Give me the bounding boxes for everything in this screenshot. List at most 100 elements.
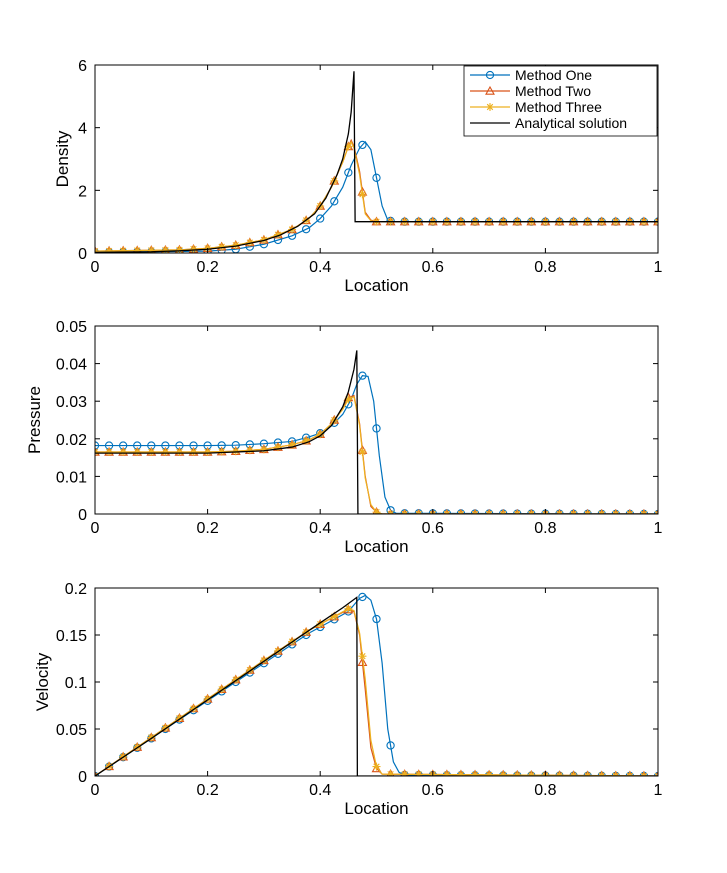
method-three-marker: [288, 440, 297, 449]
method-three-marker: [147, 246, 156, 253]
velocity-panel: 0 0.2 0.4 0.6 0.8 1 0 0.05 0.1 0.15 0.2 Location V…: [33, 581, 663, 818]
method-three-marker: [245, 666, 254, 675]
method-three-marker: [203, 447, 212, 456]
legend-box: [463, 65, 658, 137]
method-three-marker: [316, 620, 325, 629]
x-tick-label: 0.8: [534, 259, 556, 276]
pressure-y-axis-label: Pressure: [25, 386, 44, 454]
method-three-marker: [273, 443, 282, 452]
method-three-marker: [273, 230, 282, 239]
method-three-marker: [161, 246, 170, 253]
method-three-marker: [358, 652, 367, 661]
method-three-marker: [400, 770, 409, 776]
method-three-marker: [133, 447, 142, 456]
method-three-marker: [344, 604, 353, 613]
density-x-axis-label: Location: [344, 276, 408, 295]
method-three-marker: [486, 103, 494, 111]
method-one-marker: [330, 197, 339, 206]
method-one-marker: [358, 140, 367, 150]
x-tick-label: 0: [91, 259, 100, 276]
x-tick-label: 0.6: [422, 259, 444, 276]
method-three-marker: [302, 436, 311, 445]
method-three-marker: [189, 704, 198, 713]
y-tick-label: 0.01: [56, 469, 87, 486]
y-tick-label: 0: [78, 507, 87, 524]
y-tick-label: 0.05: [56, 722, 87, 739]
method-one-marker: [372, 614, 381, 624]
method-one-marker: [301, 225, 311, 234]
legend-entry-method-one: Method One: [470, 67, 592, 83]
method-three-marker: [527, 771, 536, 776]
analytical-solution-line: [95, 350, 658, 514]
method-three-marker: [189, 245, 198, 253]
method-three-marker: [442, 770, 451, 776]
velocity-y-axis-label: Velocity: [33, 652, 52, 711]
analytical-solution-series: [95, 350, 658, 514]
method-three-marker: [217, 447, 226, 456]
x-tick-label: 1: [654, 520, 663, 537]
method-three-marker: [119, 246, 128, 253]
method-three-line: [95, 395, 658, 514]
pressure-axes-box: [94, 325, 659, 515]
method-three-marker: [372, 508, 381, 514]
density-axes-box: [94, 64, 659, 254]
density-axis-ticks: 0 0.2 0.4 0.6 0.8 1 0 2 4 6: [78, 58, 662, 276]
method-two-marker: [357, 657, 368, 667]
method-three-marker: [358, 447, 367, 456]
method-three-marker: [555, 771, 564, 776]
method-three-marker: [231, 447, 240, 456]
method-three-marker: [161, 447, 170, 456]
y-tick-label: 0.02: [56, 432, 87, 449]
x-tick-label: 0.4: [309, 259, 331, 276]
y-tick-label: 4: [78, 121, 87, 138]
analytical-solution-series: [95, 596, 658, 776]
x-tick-label: 0.2: [196, 259, 218, 276]
legend-entry-method-three: Method Three: [470, 99, 602, 115]
method-three-marker: [344, 395, 353, 404]
method-three-marker: [175, 447, 184, 456]
method-three-marker: [330, 612, 339, 621]
x-tick-label: 0: [91, 782, 100, 799]
method-one-line: [95, 594, 658, 776]
velocity-x-axis-label: Location: [344, 799, 408, 818]
x-tick-label: 0: [91, 520, 100, 537]
pressure-x-axis-label: Location: [344, 537, 408, 556]
method-three-marker: [133, 246, 142, 253]
x-tick-label: 0.2: [196, 782, 218, 799]
method-three-marker: [456, 770, 465, 776]
method-three-marker: [513, 771, 522, 776]
method-three-marker: [414, 770, 423, 776]
x-tick-label: 0.6: [422, 782, 444, 799]
method-three-marker: [217, 685, 226, 694]
method-three-marker: [119, 447, 128, 456]
method-three-marker: [175, 714, 184, 723]
y-tick-label: 0: [78, 769, 87, 786]
y-tick-label: 6: [78, 58, 87, 75]
method-three-marker: [485, 770, 494, 776]
method-three-marker: [245, 238, 254, 247]
method-three-marker: [231, 241, 240, 250]
method-three-marker: [231, 675, 240, 684]
legend-entry-method-two: Method Two: [470, 83, 591, 99]
y-tick-label: 0.2: [65, 581, 87, 598]
x-tick-label: 0.4: [309, 520, 331, 537]
x-tick-label: 0.6: [422, 520, 444, 537]
method-one-marker: [316, 214, 325, 223]
method-three-marker: [217, 242, 226, 251]
velocity-axis-ticks: 0 0.2 0.4 0.6 0.8 1 0 0.05 0.1 0.15 0.2: [56, 581, 663, 799]
density-plot-lines: [95, 71, 658, 253]
method-one-marker: [358, 371, 367, 380]
method-one-marker: [372, 173, 381, 182]
y-tick-label: 0.04: [56, 357, 87, 374]
x-tick-label: 0.2: [196, 520, 218, 537]
method-three-series: [95, 395, 658, 514]
method-three-marker: [499, 770, 508, 776]
method-three-marker: [316, 430, 325, 439]
legend-label: Method Two: [515, 83, 591, 99]
y-tick-label: 0: [78, 246, 87, 263]
y-tick-label: 0.03: [56, 394, 87, 411]
method-one-marker: [485, 70, 495, 80]
density-panel: 0 0.2 0.4 0.6 0.8 1 0 2 4 6 Location Density: [53, 58, 663, 295]
analytical-solution-series: [95, 71, 658, 253]
